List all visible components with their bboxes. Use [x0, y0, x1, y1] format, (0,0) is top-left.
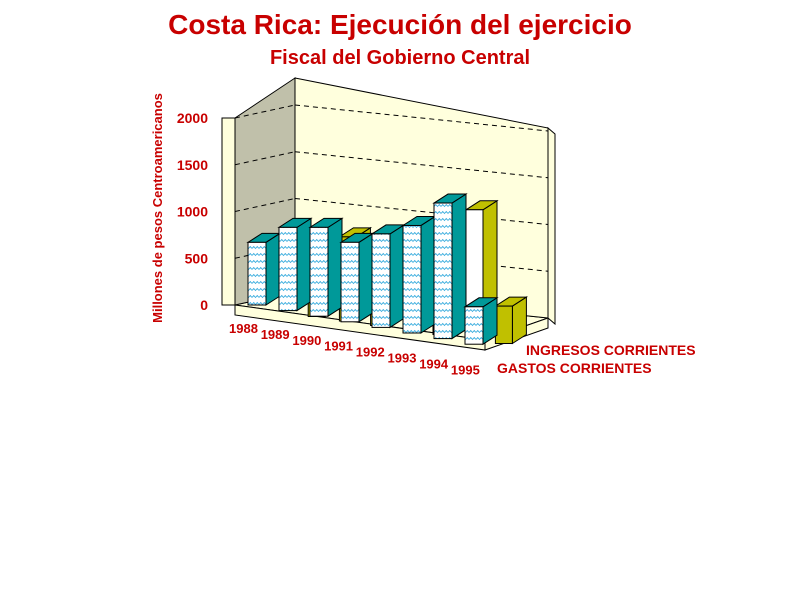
bar-side — [296, 217, 312, 312]
gridline — [294, 198, 549, 225]
chart-title: Costa Rica: Ejecución del ejercicio — [168, 9, 632, 40]
bar-front — [247, 241, 267, 306]
bar-front — [433, 202, 453, 340]
bar-side — [451, 193, 467, 340]
series-label-gastos: GASTOS CORRIENTES — [497, 360, 652, 376]
y-tick-label: 1500 — [177, 157, 208, 173]
bar-side — [327, 217, 343, 318]
bar-front — [494, 305, 513, 345]
x-tick-label: 1989 — [261, 327, 290, 342]
series-label-ingresos: INGRESOS CORRIENTES — [526, 342, 696, 358]
x-tick-label: 1990 — [292, 333, 321, 348]
bar-side — [265, 232, 281, 306]
y-axis-label: Millones de pesos Centroamericanos — [150, 93, 165, 323]
bar-front — [402, 224, 422, 334]
y-tick-label: 500 — [185, 250, 209, 266]
x-tick-label: 1992 — [356, 345, 385, 360]
bar-front — [371, 233, 391, 328]
x-tick-label: 1988 — [229, 321, 258, 336]
x-tick-label: 1995 — [451, 362, 480, 377]
gridline — [234, 104, 296, 119]
ingresos-bar — [493, 296, 529, 345]
bar-front — [464, 306, 484, 345]
left-wall-edge — [221, 117, 236, 306]
gastos-bar — [463, 296, 499, 346]
x-tick-label: 1994 — [419, 356, 449, 371]
gastos-bar — [339, 232, 375, 323]
chart-subtitle: Fiscal del Gobierno Central — [269, 47, 531, 69]
x-tick-label: 1993 — [388, 351, 417, 366]
gastos-bar — [277, 217, 313, 312]
bar-side — [420, 215, 436, 334]
bar-front — [309, 226, 329, 317]
gridline — [234, 198, 296, 212]
y-tick-label: 1000 — [177, 204, 208, 220]
gastos-bar — [308, 217, 344, 318]
y-tick-label: 2000 — [177, 110, 208, 126]
gridline — [234, 151, 296, 166]
gastos-bar — [432, 193, 468, 340]
bar-side — [389, 223, 405, 329]
bar-front — [340, 241, 360, 323]
gastos-bar — [370, 223, 406, 329]
bar-side — [358, 232, 374, 323]
gastos-bar — [401, 215, 437, 334]
gridline — [294, 104, 549, 132]
gastos-bar — [246, 232, 282, 306]
right-wall-edge — [547, 126, 556, 326]
gridline — [294, 151, 549, 179]
y-tick-label: 0 — [200, 297, 208, 313]
bar-front — [278, 226, 298, 312]
x-tick-label: 1991 — [324, 339, 353, 354]
